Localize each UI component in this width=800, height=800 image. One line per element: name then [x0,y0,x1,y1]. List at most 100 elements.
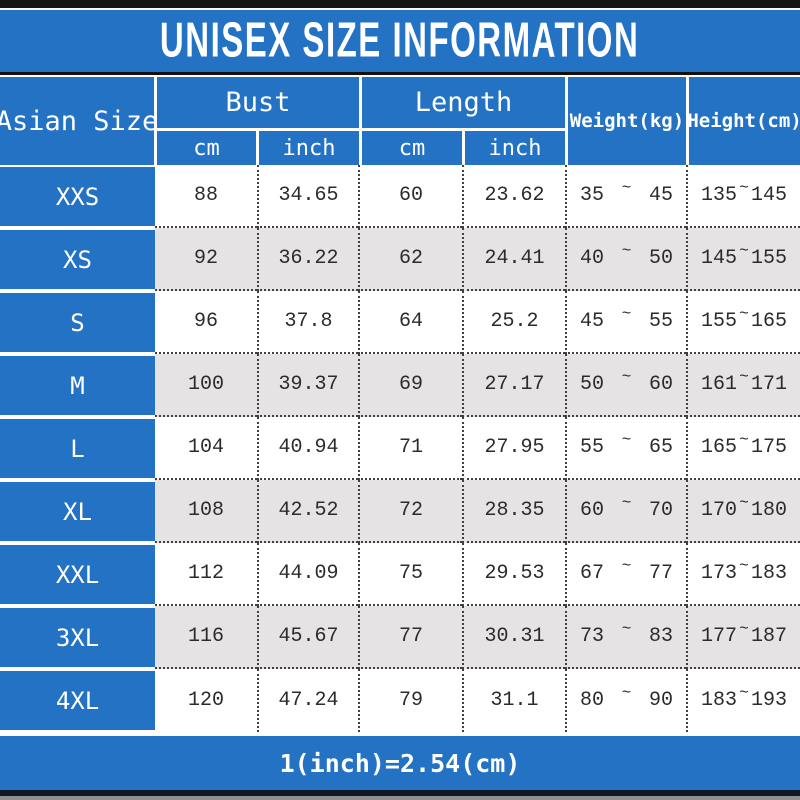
tilde-icon: ~ [739,178,749,197]
size-label-cell: L [0,417,155,480]
tilde-icon: ~ [739,367,749,386]
table-row: XXS 88 34.65 60 23.62 35 ~45 135 ~145 [0,165,800,228]
bust-inch-cell: 36.22 [257,228,358,291]
height-range-cell: 165 ~175 [686,417,800,480]
weight-max: 55 [648,310,673,333]
tilde-icon: ~ [739,304,749,323]
size-label-cell: XXL [0,543,155,606]
weight-min: 73 [580,625,605,648]
weight-min: 40 [580,247,605,270]
table-row: S 96 37.8 64 25.2 45 ~55 155 ~165 [0,291,800,354]
length-inch-cell: 27.95 [462,417,565,480]
table-row: L 104 40.94 71 27.95 55 ~65 165 ~175 [0,417,800,480]
height-max: 180 [750,499,787,522]
height-min: 165 [701,436,738,459]
weight-max: 77 [648,562,673,585]
bust-inch-cell: 39.37 [257,354,358,417]
weight-max: 50 [648,247,673,270]
length-cm-cell: 62 [358,228,462,291]
height-range-cell: 145 ~155 [686,228,800,291]
bust-inch-cell: 34.65 [257,165,358,228]
weight-range-cell: 45 ~55 [565,291,686,354]
header-bust-cm: cm [157,131,256,165]
length-inch-cell: 23.62 [462,165,565,228]
weight-max: 45 [648,184,673,207]
height-min: 155 [701,310,738,333]
height-range-cell: 135 ~145 [686,165,800,228]
header-length: Length [362,77,565,128]
bust-cm-cell: 108 [155,480,257,543]
height-min: 173 [701,562,738,585]
weight-range-cell: 40 ~50 [565,228,686,291]
weight-range-cell: 55 ~65 [565,417,686,480]
bottom-gray-strip [0,796,800,800]
weight-range-cell: 60 ~70 [565,480,686,543]
table-row: M 100 39.37 69 27.17 50 ~60 161 ~171 [0,354,800,417]
tilde-icon: ~ [621,493,632,512]
length-inch-cell: 28.35 [462,480,565,543]
length-inch-cell: 29.53 [462,543,565,606]
length-cm-cell: 79 [358,669,462,732]
footer-bar: 1(inch)=2.54(cm) [0,736,800,790]
tilde-icon: ~ [621,241,632,260]
height-range-cell: 173 ~183 [686,543,800,606]
length-inch-cell: 27.17 [462,354,565,417]
tilde-icon: ~ [739,430,749,449]
size-label-cell: XL [0,480,155,543]
footer-gap [0,732,800,736]
height-min: 177 [701,625,738,648]
top-black-strip [0,0,800,8]
weight-max: 83 [648,625,673,648]
height-max: 155 [750,247,787,270]
page-title: UNISEX SIZE INFORMATION [160,13,640,68]
weight-max: 70 [648,499,673,522]
tilde-icon: ~ [739,683,749,702]
bust-inch-cell: 44.09 [257,543,358,606]
height-max: 175 [750,436,787,459]
bust-cm-cell: 116 [155,606,257,669]
length-cm-cell: 72 [358,480,462,543]
bottom-navy-strip [0,790,800,796]
tilde-icon: ~ [621,178,632,197]
weight-min: 67 [580,562,605,585]
tilde-icon: ~ [621,619,632,638]
length-cm-cell: 64 [358,291,462,354]
table-row: XXL 112 44.09 75 29.53 67 ~77 173 ~183 [0,543,800,606]
table-row: XL 108 42.52 72 28.35 60 ~70 170 ~180 [0,480,800,543]
height-max: 171 [750,373,787,396]
tilde-icon: ~ [739,556,749,575]
table-header: Asian Size Bust Length cm inch cm inch W… [0,75,800,165]
header-height-cm: Height(cm) [687,77,800,165]
header-length-inch: inch [465,131,565,165]
title-divider-line [0,72,800,75]
weight-range-cell: 35 ~45 [565,165,686,228]
header-asian-size: Asian Size [0,77,158,165]
bust-cm-cell: 112 [155,543,257,606]
table-row: 3XL 116 45.67 77 30.31 73 ~83 177 ~187 [0,606,800,669]
length-cm-cell: 75 [358,543,462,606]
size-label-cell: XXS [0,165,155,228]
bust-inch-cell: 40.94 [257,417,358,480]
inch-conversion-note: 1(inch)=2.54(cm) [279,748,521,778]
header-bust-inch: inch [259,131,359,165]
table-row: 4XL 120 47.24 79 31.1 80 ~90 183 ~193 [0,669,800,732]
height-range-cell: 161 ~171 [686,354,800,417]
weight-min: 60 [580,499,605,522]
height-max: 193 [750,689,787,712]
size-label-cell: 4XL [0,669,155,732]
size-label-cell: XS [0,228,155,291]
tilde-icon: ~ [739,619,749,638]
tilde-icon: ~ [739,493,749,512]
weight-range-cell: 67 ~77 [565,543,686,606]
length-cm-cell: 60 [358,165,462,228]
weight-min: 45 [580,310,605,333]
header-length-cm: cm [362,131,462,165]
length-cm-cell: 69 [358,354,462,417]
length-cm-cell: 71 [358,417,462,480]
bust-cm-cell: 100 [155,354,257,417]
bust-cm-cell: 96 [155,291,257,354]
table-body: XXS 88 34.65 60 23.62 35 ~45 135 ~145 XS 92 36.22 62… [0,165,800,732]
tilde-icon: ~ [621,367,632,386]
size-label-cell: M [0,354,155,417]
